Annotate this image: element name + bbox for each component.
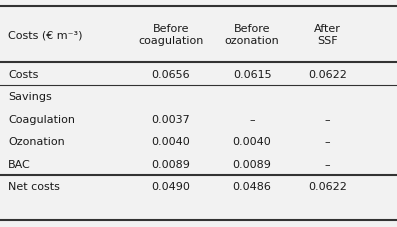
Text: Before
coagulation: Before coagulation — [138, 24, 203, 46]
Text: 0.0615: 0.0615 — [233, 69, 272, 79]
Text: 0.0040: 0.0040 — [233, 137, 272, 147]
Text: Before
ozonation: Before ozonation — [225, 24, 279, 46]
Text: 0.0622: 0.0622 — [308, 182, 347, 192]
Text: Costs (€ m⁻³): Costs (€ m⁻³) — [8, 30, 83, 40]
Text: Costs: Costs — [8, 69, 39, 79]
Text: –: – — [325, 159, 330, 169]
Text: 0.0040: 0.0040 — [151, 137, 190, 147]
Text: 0.0656: 0.0656 — [151, 69, 190, 79]
Text: Savings: Savings — [8, 92, 52, 102]
Text: 0.0089: 0.0089 — [233, 159, 272, 169]
Text: 0.0089: 0.0089 — [151, 159, 190, 169]
Text: –: – — [325, 137, 330, 147]
Text: 0.0490: 0.0490 — [151, 182, 190, 192]
Text: –: – — [249, 114, 255, 124]
Text: –: – — [325, 114, 330, 124]
Text: Ozonation: Ozonation — [8, 137, 65, 147]
Text: After
SSF: After SSF — [314, 24, 341, 46]
Text: Coagulation: Coagulation — [8, 114, 75, 124]
Text: 0.0037: 0.0037 — [151, 114, 190, 124]
Text: 0.0622: 0.0622 — [308, 69, 347, 79]
Text: 0.0486: 0.0486 — [233, 182, 272, 192]
Text: BAC: BAC — [8, 159, 31, 169]
Text: Net costs: Net costs — [8, 182, 60, 192]
